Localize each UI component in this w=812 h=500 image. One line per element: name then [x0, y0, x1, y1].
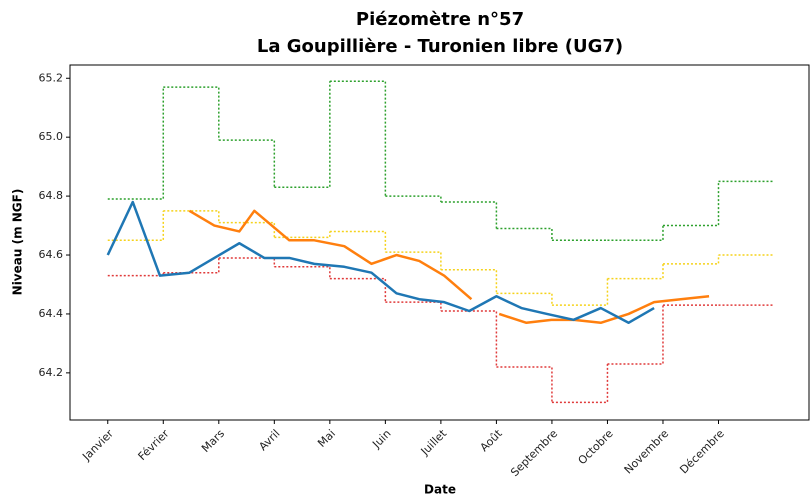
level-line — [498, 295, 710, 325]
x-tick-label: Février — [136, 427, 172, 463]
x-tick-label: Décembre — [677, 427, 727, 477]
x-axis-label: Date — [424, 483, 456, 497]
plot-frame — [69, 64, 810, 421]
threshold-step — [329, 230, 387, 253]
level-line — [188, 209, 473, 301]
threshold-step — [163, 86, 220, 141]
x-tick-label: Mars — [199, 427, 227, 455]
threshold-step — [662, 255, 720, 265]
threshold-step — [440, 310, 498, 367]
x-tick-label: Juillet — [418, 427, 450, 459]
threshold-step — [218, 139, 276, 188]
y-tick-label: 65.2 — [39, 71, 64, 84]
threshold-step — [385, 301, 442, 311]
chart-title: Piézomètre n°57 — [356, 9, 524, 30]
threshold-step — [607, 225, 664, 242]
x-tick-label: Octobre — [576, 427, 616, 467]
threshold-step — [107, 272, 165, 277]
threshold-step — [551, 278, 609, 306]
y-tick-label: 64.2 — [39, 366, 64, 379]
threshold-step — [329, 80, 387, 197]
threshold-step — [551, 364, 609, 404]
threshold-step — [163, 257, 220, 274]
threshold-step — [607, 305, 664, 365]
y-tick-label: 64.6 — [39, 248, 64, 261]
threshold-step — [662, 181, 720, 227]
x-tick-label: Septembre — [508, 427, 560, 479]
y-tick-label: 65.0 — [39, 130, 64, 143]
threshold-step — [274, 266, 331, 279]
threshold-step — [496, 366, 553, 403]
threshold-step — [218, 257, 276, 267]
x-tick-label: Novembre — [622, 427, 672, 477]
x-tick-label: Janvier — [79, 427, 116, 464]
threshold-step — [607, 263, 664, 280]
threshold-step — [440, 201, 498, 229]
x-tick-label: Juin — [369, 427, 393, 451]
threshold-step — [385, 195, 442, 202]
y-axis-label: Niveau (m NGF) — [11, 189, 25, 296]
threshold-step — [329, 277, 387, 303]
y-tick-label: 64.4 — [39, 307, 64, 320]
y-tick-label: 64.8 — [39, 189, 64, 202]
threshold-step — [496, 227, 553, 241]
x-tick-label: Août — [478, 427, 506, 455]
threshold-step — [274, 81, 331, 189]
x-tick-label: Mai — [315, 427, 338, 450]
threshold-step — [107, 87, 165, 200]
level-line — [106, 200, 655, 325]
chart-subtitle: La Goupillière - Turonien libre (UG7) — [257, 36, 623, 57]
x-tick-label: Avril — [256, 427, 282, 453]
threshold-step — [218, 221, 276, 238]
